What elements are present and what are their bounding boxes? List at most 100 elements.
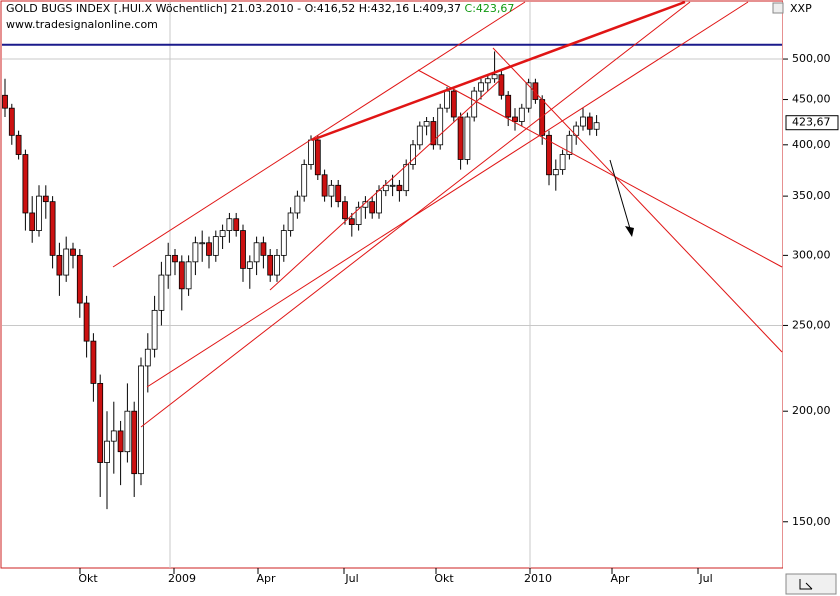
candle-body <box>518 107 525 122</box>
x-tick-label: 2009 <box>168 572 196 585</box>
chart-title: GOLD BUGS INDEX [.HUI.X Wöchentlich] 21.… <box>6 2 514 15</box>
candle-body <box>450 90 457 118</box>
candle-body <box>396 184 403 192</box>
candle-body <box>172 254 178 263</box>
candle-body <box>56 254 63 276</box>
candle-body <box>97 383 104 463</box>
candle-body <box>437 107 444 146</box>
candle-body <box>294 195 301 214</box>
candle-body <box>138 365 144 475</box>
candle-body <box>226 218 233 231</box>
candle-body <box>199 242 206 245</box>
candle-body <box>219 230 226 238</box>
candle-body <box>484 78 491 84</box>
candle-body <box>586 116 593 130</box>
candle-body <box>552 169 559 176</box>
candle-body <box>376 190 382 214</box>
candle-body <box>42 195 49 203</box>
symbol: XXP <box>790 2 812 15</box>
candle-body <box>2 94 8 109</box>
y-tick-label: 500,00 <box>792 52 831 65</box>
candle-body <box>416 125 423 146</box>
candle-body <box>117 430 124 453</box>
y-tick-label: 150,00 <box>792 515 831 528</box>
candle-body <box>233 218 240 231</box>
candle-body <box>389 184 396 187</box>
last-price-box <box>785 115 839 131</box>
candle-body <box>430 121 437 146</box>
candle-body <box>593 122 600 130</box>
symbol-icon[interactable] <box>772 2 784 14</box>
trendline <box>112 1 526 268</box>
candle-body <box>90 340 97 384</box>
candle-body <box>212 236 219 256</box>
last-price-label: 423,67 <box>792 116 831 129</box>
header-ohlc: GOLD BUGS INDEX [.HUI.X Wöchentlich] 21.… <box>6 2 461 15</box>
candle-body <box>348 218 355 226</box>
candle-body <box>498 74 505 96</box>
trendline <box>269 79 501 291</box>
x-tick-label: Okt <box>434 572 454 585</box>
candle-body <box>457 116 464 160</box>
x-tick-label: Jul <box>344 572 358 585</box>
candle-body <box>274 254 280 276</box>
candle-body <box>8 107 15 136</box>
marks <box>2 43 782 510</box>
candle-body <box>144 348 151 367</box>
candle-body <box>36 195 42 231</box>
time-axis-panel <box>0 569 840 596</box>
candle-body <box>335 184 342 203</box>
source: www.tradesignalonline.com <box>6 18 158 31</box>
candle-body <box>22 154 29 214</box>
candle-body <box>301 164 308 197</box>
candle-body <box>185 261 192 290</box>
candle-body <box>63 248 70 276</box>
trendline <box>417 69 783 268</box>
candle-body <box>29 212 36 231</box>
candle-body <box>76 254 83 304</box>
candle-body <box>70 248 76 256</box>
candle-body <box>321 174 328 197</box>
candle-body <box>512 116 518 122</box>
axis-panel <box>783 0 840 596</box>
candle-body <box>382 184 389 192</box>
x-tick-label: Jul <box>698 572 712 585</box>
candle-body <box>478 82 484 92</box>
y-tick-label: 450,00 <box>792 93 831 106</box>
candle-body <box>151 309 158 350</box>
zoom-button[interactable] <box>785 573 837 595</box>
candle-body <box>403 164 410 192</box>
candle-body <box>260 242 267 256</box>
candle-body <box>314 139 321 176</box>
arrow <box>609 159 634 237</box>
candle-body <box>280 230 287 256</box>
header-close: C:423,67 <box>465 2 515 15</box>
x-tick-label: Apr <box>256 572 276 585</box>
candle-body <box>246 261 253 269</box>
y-tick-label: 200,00 <box>792 404 831 417</box>
candle-body <box>83 302 90 342</box>
candle-body <box>15 134 22 155</box>
candle-body <box>342 201 348 220</box>
candle-body <box>444 90 450 109</box>
zoom-icon <box>799 579 813 590</box>
candle-body <box>206 242 212 256</box>
trendline <box>146 1 749 388</box>
candle-body <box>580 116 586 127</box>
candle-body <box>104 440 110 463</box>
y-tick-label: 400,00 <box>792 138 831 151</box>
y-tick-label: 250,00 <box>792 318 831 331</box>
y-tick-label: 300,00 <box>792 248 831 261</box>
candle-body <box>423 121 430 127</box>
candle-body <box>165 254 172 276</box>
x-tick-label: 2010 <box>524 572 552 585</box>
candle-body <box>328 184 335 197</box>
candle-body <box>532 82 539 100</box>
candle-body <box>362 201 369 208</box>
candle-body <box>464 116 471 160</box>
candle-body <box>110 430 117 442</box>
candle-body <box>253 242 260 263</box>
x-tick-label: Apr <box>610 572 630 585</box>
candle-body <box>491 74 498 80</box>
